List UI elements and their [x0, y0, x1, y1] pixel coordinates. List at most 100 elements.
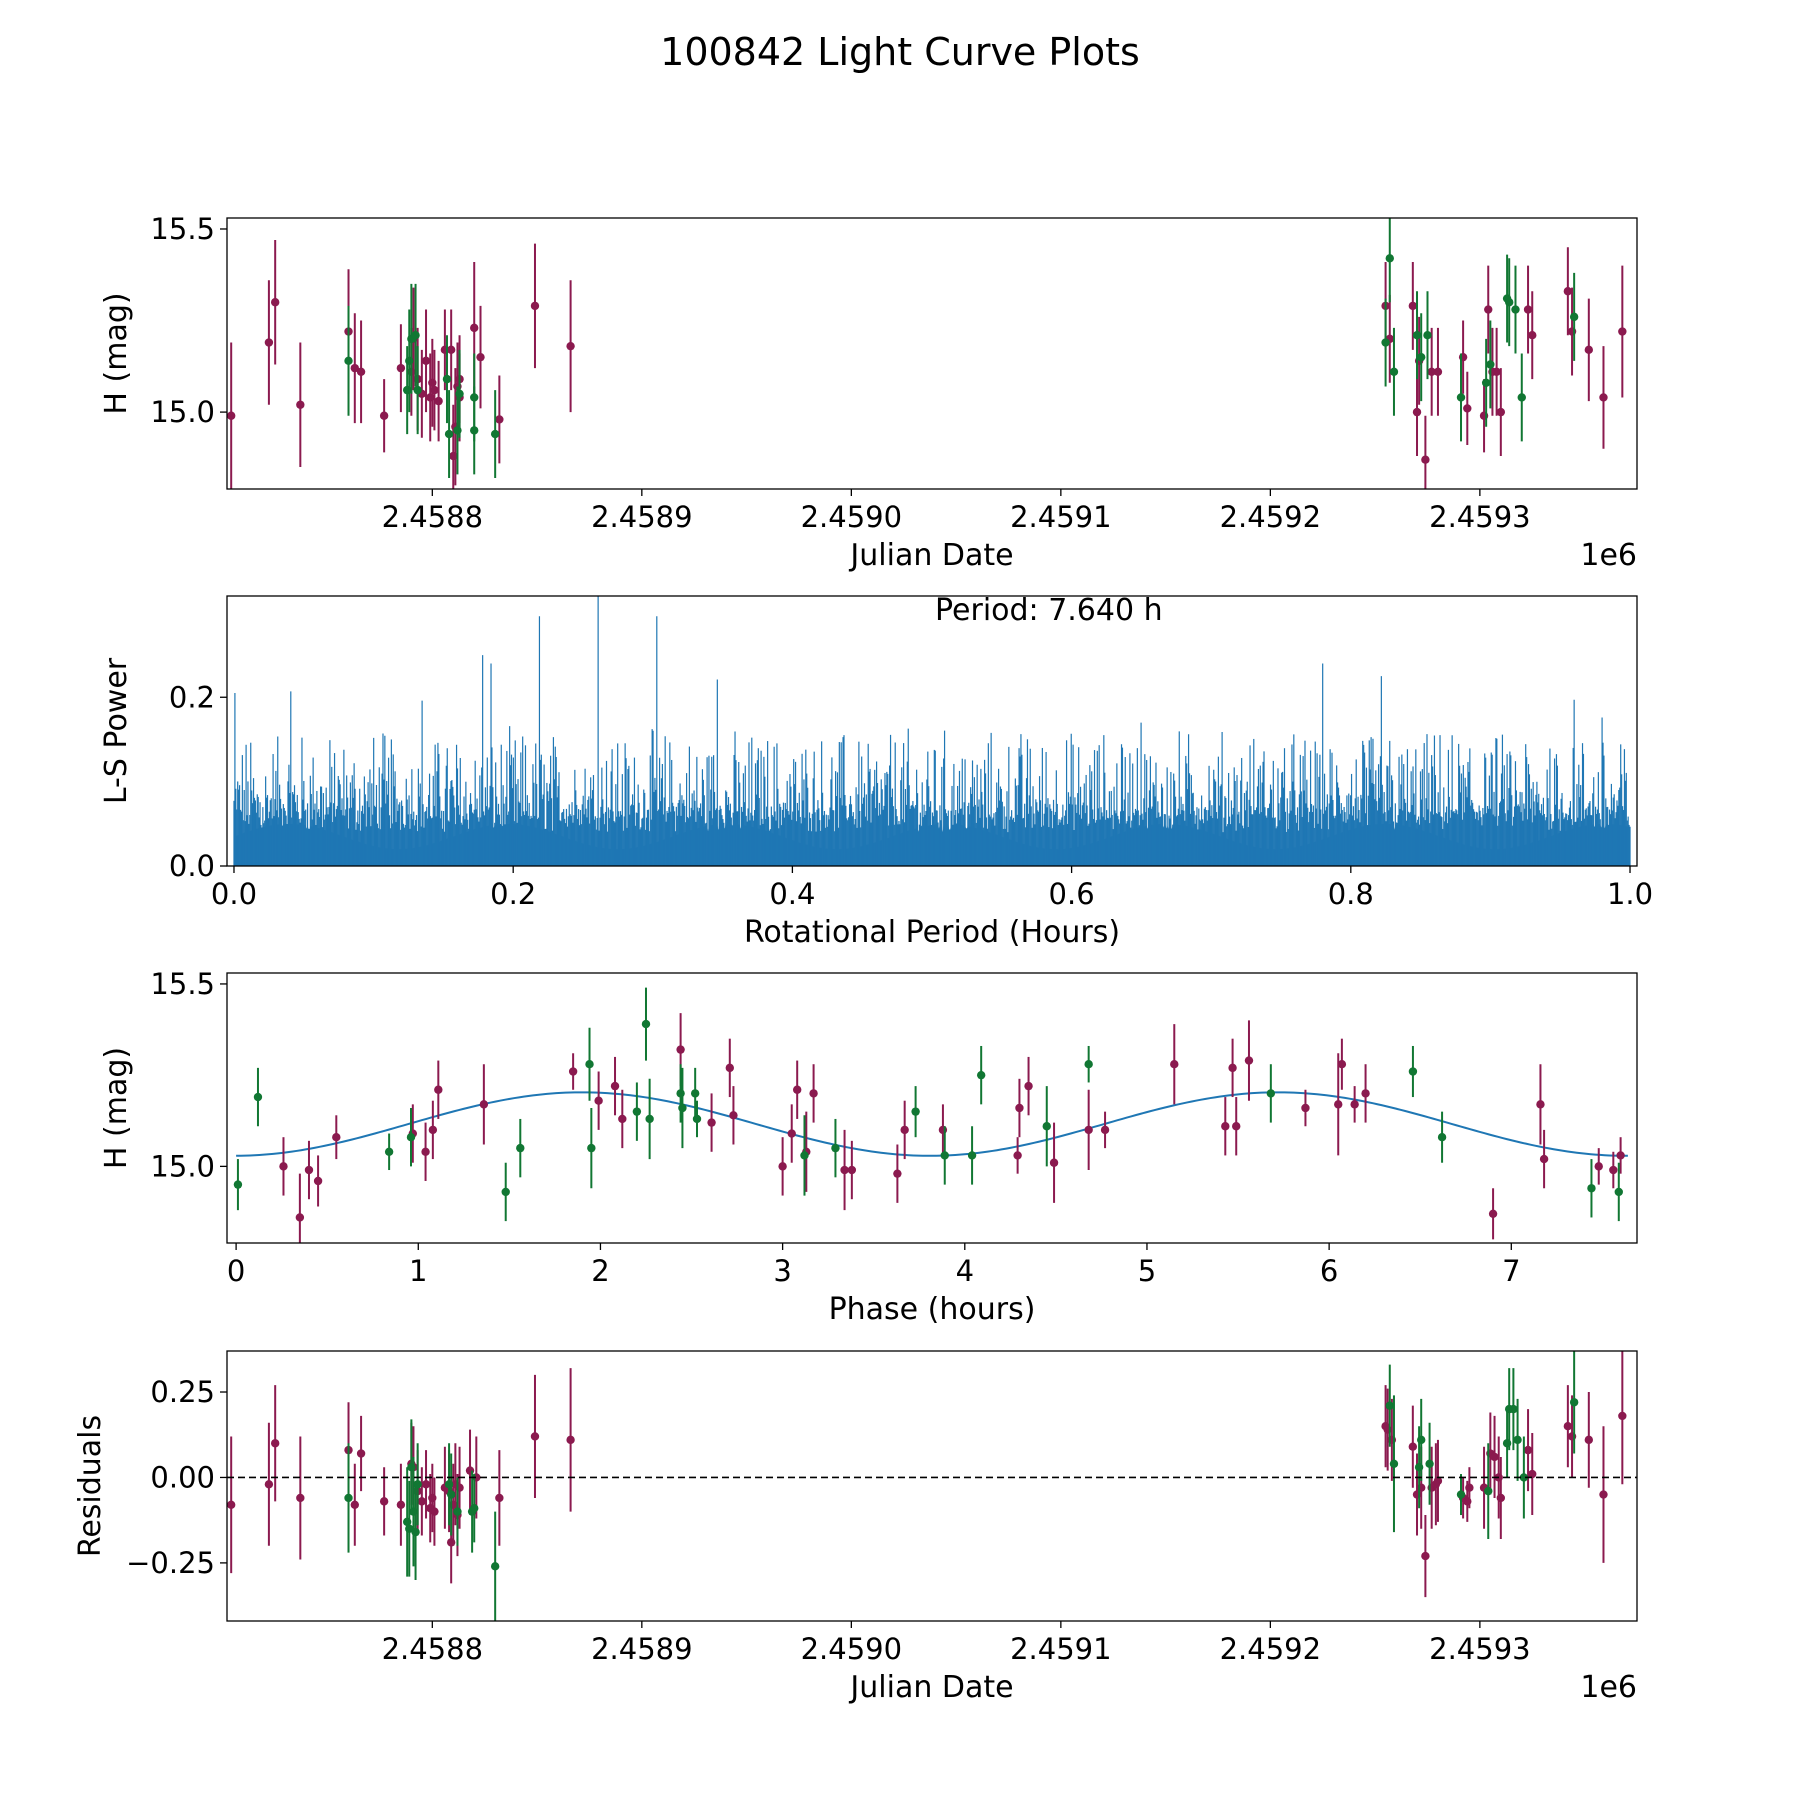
data-point — [1389, 367, 1399, 377]
data-point — [479, 1100, 489, 1109]
data-point — [356, 367, 366, 377]
data-point — [787, 1129, 796, 1138]
data-point — [938, 1125, 948, 1135]
x-tick-label: 2.4592 — [1220, 500, 1321, 534]
period-annotation: Period: 7.640 h — [935, 593, 1163, 628]
data-point — [678, 1103, 687, 1113]
x-tick-label: 0 — [227, 1254, 245, 1288]
data-point — [1614, 1187, 1623, 1197]
data-point — [421, 1147, 430, 1156]
data-point — [809, 1089, 818, 1098]
phase-folded-panel: 0 1 2 3 4 5 6 7 15.0 15.5 Phase (hours) H (mag) — [99, 967, 1638, 1327]
data-point — [1084, 1125, 1093, 1135]
data-point — [725, 1063, 734, 1073]
data-point — [417, 1497, 427, 1506]
data-point — [1484, 305, 1493, 314]
data-point — [396, 363, 406, 373]
axes-frame — [226, 595, 1638, 867]
data-point — [893, 1169, 902, 1178]
data-point — [495, 415, 504, 424]
data-point — [1421, 1551, 1430, 1561]
data-point — [566, 1435, 575, 1445]
data-point — [1488, 1209, 1498, 1219]
data-point — [270, 298, 280, 307]
x-tick-label: 2.4590 — [801, 1632, 902, 1666]
y-tick-label: −0.25 — [126, 1546, 215, 1580]
data-point — [940, 1151, 949, 1160]
x-tick-label: 1.0 — [1607, 877, 1653, 911]
data-point — [800, 1151, 809, 1160]
data-point — [453, 1507, 462, 1516]
data-point — [1417, 352, 1426, 362]
data-point — [1408, 1067, 1418, 1076]
y-tick-label: 15.5 — [150, 212, 215, 246]
data-point — [350, 1500, 360, 1509]
data-point — [434, 1085, 443, 1094]
data-point — [270, 1439, 280, 1448]
data-point — [1385, 1401, 1394, 1410]
data-point — [1486, 360, 1495, 369]
data-point — [1569, 1398, 1579, 1407]
x-tick-label: 2.4588 — [382, 500, 483, 534]
x-tick-label: 2.4591 — [1010, 500, 1111, 534]
data-point — [1421, 455, 1430, 464]
data-point — [1337, 1060, 1347, 1069]
data-point — [1587, 1184, 1596, 1193]
data-point — [1496, 407, 1506, 417]
x-tick-label: 5 — [1138, 1254, 1156, 1288]
data-point — [692, 1114, 702, 1124]
data-point — [1536, 1100, 1545, 1109]
data-point — [413, 385, 422, 395]
data-point — [645, 1114, 654, 1124]
y-tick-label: 15.5 — [150, 967, 215, 1001]
data-point — [356, 1449, 366, 1458]
data-point — [455, 389, 464, 398]
data-point — [1361, 1089, 1370, 1098]
data-point — [1084, 1060, 1093, 1069]
data-point — [313, 1176, 323, 1186]
periodogram-panel: Period: 7.640 h 0.0 0.2 0.4 0.6 0.8 1.0 0.0 0.2 R… — [99, 593, 1653, 950]
data-point — [1584, 1435, 1594, 1445]
data-point — [470, 393, 479, 402]
data-point — [676, 1045, 685, 1054]
data-point — [690, 1089, 700, 1098]
data-point — [585, 1060, 594, 1069]
axis-offset-text: 1e6 — [1580, 1670, 1637, 1705]
data-point — [444, 429, 454, 439]
data-point — [379, 1497, 389, 1506]
data-point — [1425, 1459, 1434, 1468]
data-point — [976, 1070, 986, 1080]
data-point — [792, 1085, 802, 1094]
data-point — [610, 1081, 620, 1091]
data-point — [421, 356, 431, 366]
data-point — [1013, 1151, 1022, 1160]
data-point — [1509, 1404, 1518, 1414]
data-point — [1244, 1056, 1254, 1065]
data-point — [1563, 287, 1573, 296]
data-point — [501, 1187, 510, 1197]
y-tick-label: 0.2 — [169, 680, 215, 714]
y-axis-label: H (mag) — [99, 1047, 134, 1169]
data-point — [1170, 1060, 1179, 1069]
data-point — [900, 1125, 909, 1135]
data-point — [587, 1143, 596, 1153]
x-axis-label: Phase (hours) — [829, 1292, 1036, 1327]
x-tick-label: 0.8 — [1328, 877, 1374, 911]
data-point — [778, 1162, 787, 1171]
data-point — [1266, 1089, 1276, 1098]
data-point — [1433, 367, 1443, 377]
data-point — [1385, 254, 1394, 263]
y-tick-label: 0.00 — [150, 1460, 215, 1494]
data-point — [1221, 1122, 1230, 1131]
data-point — [1563, 1421, 1573, 1431]
data-layer — [227, 1351, 1627, 1621]
data-point — [1228, 1063, 1237, 1073]
data-point — [1381, 338, 1390, 347]
axes-frame — [226, 217, 1638, 490]
data-point — [1490, 1452, 1499, 1462]
data-point — [530, 301, 540, 311]
x-tick-label: 2 — [591, 1254, 609, 1288]
x-tick-label: 7 — [1502, 1254, 1520, 1288]
x-tick-label: 3 — [773, 1254, 791, 1288]
data-point — [1539, 1154, 1549, 1164]
